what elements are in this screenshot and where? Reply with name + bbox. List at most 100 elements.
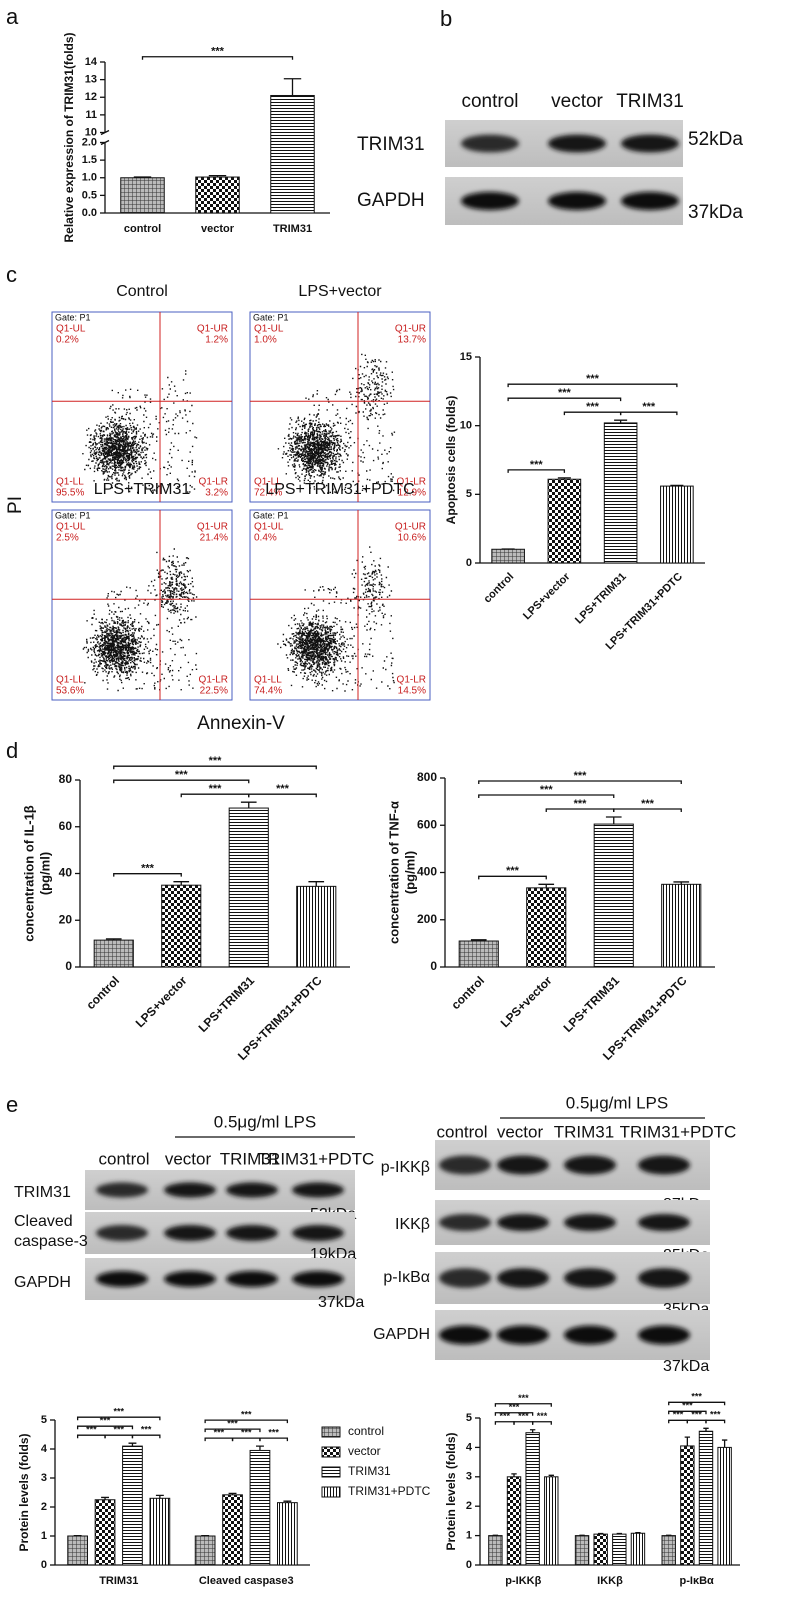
y-tick-label: 0	[41, 1559, 47, 1571]
blot-band	[461, 134, 519, 153]
error-bar	[308, 881, 325, 887]
blot-band	[292, 1182, 344, 1198]
error-bar	[283, 1500, 292, 1503]
quadrant-name: Q1-LR	[199, 477, 228, 488]
significance-label: ***	[209, 755, 223, 767]
x-tick-label: LPS+TRIM31	[196, 973, 258, 1035]
quadrant-name: Q1-LR	[397, 675, 426, 686]
quadrant-percent: 21.4%	[200, 533, 228, 544]
y-tick-label: 11	[85, 109, 97, 121]
y-tick-label: 400	[417, 865, 437, 879]
significance-bracket	[131, 1434, 161, 1439]
y-axis-label: concentration of IL-1β	[21, 805, 36, 942]
quadrant-name: Q1-LR	[199, 675, 228, 686]
significance-bracket	[507, 383, 678, 388]
bar	[228, 807, 269, 968]
error-bar	[105, 938, 122, 941]
significance-label: ***	[100, 1416, 111, 1426]
significance-label: ***	[540, 784, 554, 796]
quadrant-percent: 1.2%	[205, 335, 228, 346]
significance-bracket	[494, 1403, 552, 1407]
x-tick-label: p-IκBα	[680, 1575, 715, 1587]
error-bar	[635, 1532, 641, 1534]
bar	[458, 940, 499, 968]
bar	[661, 1535, 676, 1566]
gate-label: Gate: P1	[55, 312, 91, 322]
treatment-label: 0.5μg/ml LPS	[566, 1093, 668, 1112]
y-tick-label: 10	[460, 420, 472, 432]
significance-bracket	[204, 1428, 261, 1433]
y-tick-label: 800	[417, 770, 437, 784]
significance-label: ***	[586, 373, 600, 385]
significance-bracket	[507, 469, 566, 473]
significance-label: ***	[268, 1427, 279, 1437]
error-bar	[173, 881, 190, 886]
significance-bracket	[494, 1421, 515, 1425]
event-dots	[82, 548, 198, 692]
lane-label: control	[436, 1122, 487, 1141]
gate-label: Gate: P1	[55, 510, 91, 520]
significance-label: ***	[86, 1425, 97, 1435]
significance-label: ***	[682, 1401, 693, 1411]
y-tick-label: 12	[85, 91, 97, 103]
bar	[222, 1494, 243, 1566]
significance-bracket	[113, 873, 182, 877]
quadrant-name: Q1-LL	[254, 675, 282, 686]
blot-band	[292, 1271, 344, 1287]
significance-label: ***	[574, 770, 588, 782]
bar	[491, 548, 525, 564]
significance-bracket	[204, 1419, 289, 1424]
bar	[680, 1445, 695, 1566]
quadrant-name: Q1-UL	[56, 522, 86, 533]
blot-row-label: p-IκBα	[383, 1269, 430, 1286]
bar	[506, 1476, 522, 1566]
significance-bracket	[668, 1410, 707, 1415]
blot-row-label: p-IKKβ	[381, 1159, 430, 1176]
blot-band	[96, 1225, 148, 1241]
quadrant-percent: 3.2%	[205, 488, 228, 499]
y-tick-label: 2	[41, 1501, 47, 1513]
y-tick-label: 600	[417, 817, 437, 831]
legend-swatch	[321, 1446, 341, 1458]
lane-label: vector	[165, 1149, 212, 1168]
bar	[660, 485, 694, 564]
quadrant-percent: 1.0%	[254, 335, 277, 346]
y-tick-label: 20	[59, 912, 73, 926]
significance-bracket	[532, 1421, 552, 1425]
error-bar	[228, 1492, 237, 1495]
legend-swatch	[321, 1466, 341, 1478]
bar	[717, 1446, 732, 1566]
significance-bracket	[478, 875, 547, 880]
significance-label: ***	[537, 1411, 548, 1421]
quadrant-percent: 22.5%	[200, 686, 228, 697]
lane-label: vector	[497, 1122, 544, 1141]
x-tick-label: control	[481, 571, 516, 606]
blot-band	[164, 1225, 216, 1241]
significance-label: ***	[558, 387, 572, 399]
x-tick-label: control	[83, 973, 122, 1012]
y-tick-label: 0	[65, 959, 72, 973]
y-tick-label: 5	[466, 1412, 472, 1424]
legend-label: TRIM31+PDTC	[348, 1484, 431, 1498]
blot-row-label: TRIM31	[357, 134, 425, 155]
significance-label: ***	[113, 1425, 124, 1435]
bar	[277, 1502, 298, 1566]
lane-label: TRIM31	[616, 91, 684, 112]
significance-label: ***	[175, 769, 189, 781]
significance-bracket	[113, 779, 250, 784]
y-tick-label: 0	[466, 557, 472, 569]
error-bar	[538, 883, 555, 888]
y-axis-label: Protein levels (folds)	[17, 1433, 31, 1551]
blot-row-label: TRIM31	[14, 1184, 71, 1201]
y-axis-label: Protein levels (folds)	[444, 1432, 458, 1550]
blot-band	[497, 1155, 549, 1175]
x-tick-label: control	[124, 223, 161, 235]
significance-label: ***	[276, 783, 290, 795]
error-bar	[511, 1473, 517, 1477]
blot-row-label: GAPDH	[373, 1326, 430, 1343]
y-tick-label: 2	[466, 1500, 472, 1512]
significance-label: ***	[141, 863, 155, 875]
error-bar	[283, 78, 302, 96]
significance-bracket	[478, 794, 615, 798]
